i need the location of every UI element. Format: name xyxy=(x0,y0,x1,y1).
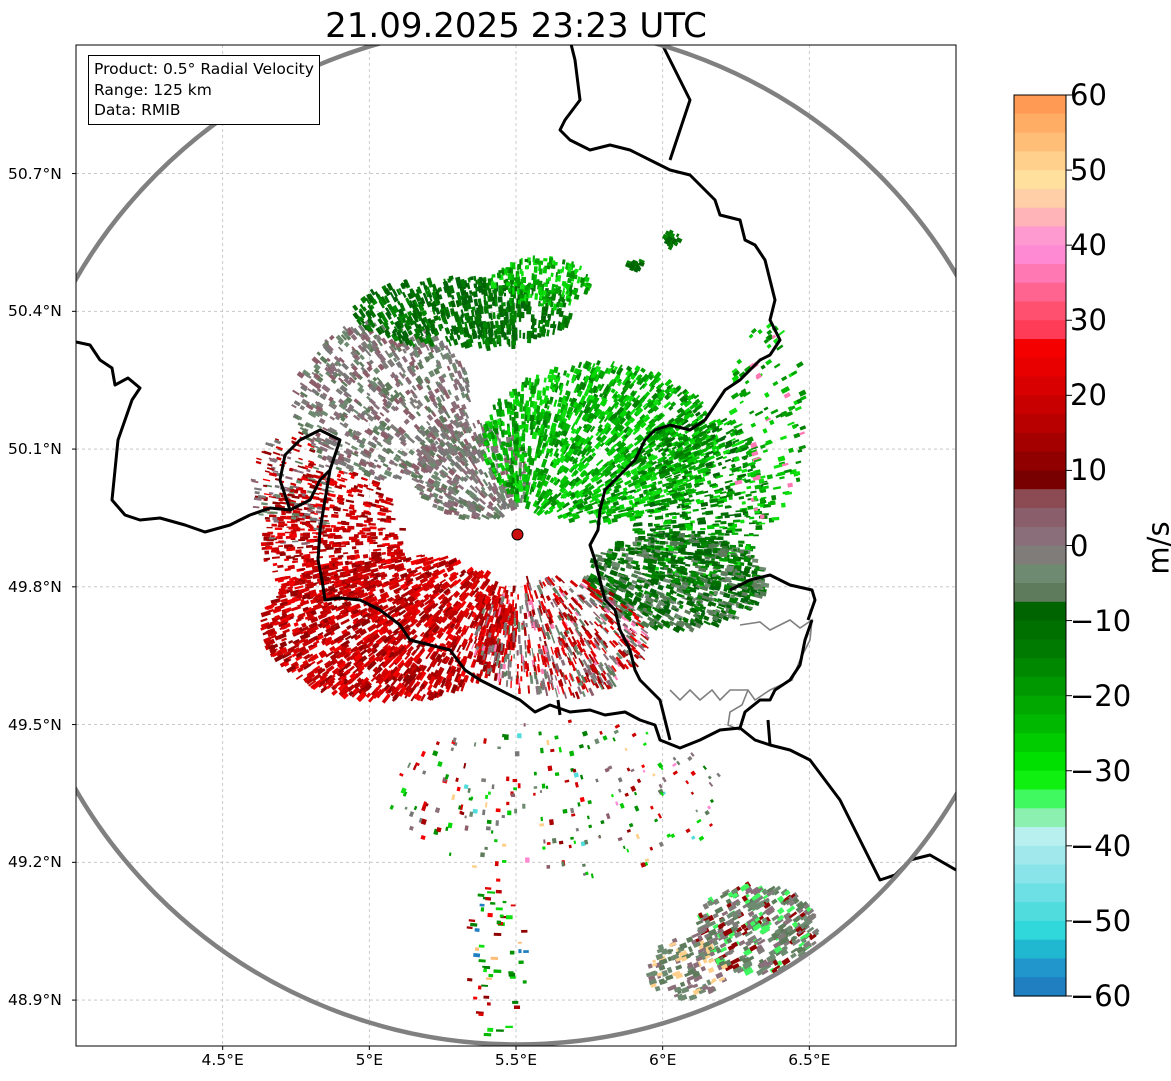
colorbar-tick-label: 0 xyxy=(1070,528,1089,563)
axis-tick-marks xyxy=(72,173,810,1050)
region-border-luxembourg-north xyxy=(669,618,813,702)
colorbar-segment xyxy=(1014,601,1066,622)
colorbar-segment xyxy=(1014,113,1066,134)
colorbar-segment xyxy=(1014,451,1066,472)
velocity-echoes xyxy=(250,229,820,1037)
colorbar-segment xyxy=(1014,751,1066,772)
colorbar-segment xyxy=(1014,263,1066,284)
colorbar-segment xyxy=(1014,151,1066,171)
colorbar-segment xyxy=(1014,526,1066,547)
colorbar-segment xyxy=(1014,939,1066,960)
colorbar-segment xyxy=(1014,188,1066,209)
colorbar-segment xyxy=(1014,376,1066,396)
lon-tick-label: 6°E xyxy=(648,1051,677,1069)
colorbar-segment xyxy=(1014,301,1066,321)
colorbar-segment xyxy=(1014,507,1066,528)
colorbar xyxy=(1013,94,1072,997)
colorbar-segment xyxy=(1014,320,1066,340)
lon-tick-label: 5.5°E xyxy=(494,1051,538,1069)
colorbar-segment xyxy=(1014,357,1066,378)
lat-tick-label: 49.2°N xyxy=(8,853,62,872)
colorbar-tick-label: 60 xyxy=(1070,78,1107,112)
lat-tick-label: 50.4°N xyxy=(8,302,62,321)
lon-tick-label: 4.5°E xyxy=(201,1051,244,1069)
colorbar-segment xyxy=(1014,339,1066,359)
colorbar-segment xyxy=(1014,564,1066,584)
colorbar-tick-label: −20 xyxy=(1070,678,1132,713)
colorbar-segment xyxy=(1014,414,1066,434)
colorbar-segment xyxy=(1014,658,1066,678)
colorbar-tick-label: 40 xyxy=(1070,228,1107,263)
colorbar-segment xyxy=(1014,489,1066,509)
colorbar-segment xyxy=(1014,808,1066,828)
colorbar-tick-label: 10 xyxy=(1070,453,1107,488)
lon-tick-label: 5°E xyxy=(355,1051,384,1069)
colorbar-segment xyxy=(1014,845,1066,866)
colorbar-segment xyxy=(1014,95,1066,115)
colorbar-segment xyxy=(1014,789,1066,809)
info-data-source: Data: RMIB xyxy=(94,101,181,119)
colorbar-tick-label: −40 xyxy=(1070,828,1132,863)
colorbar-segment xyxy=(1014,245,1066,265)
lat-tick-label: 50.7°N xyxy=(8,164,62,183)
lat-tick-label: 49.8°N xyxy=(8,577,62,596)
colorbar-tick-label: 20 xyxy=(1070,378,1107,413)
colorbar-segment xyxy=(1014,132,1066,152)
map-title: 21.09.2025 23:23 UTC xyxy=(325,6,707,46)
colorbar-segment xyxy=(1014,676,1066,697)
colorbar-unit-label: m/s xyxy=(1141,521,1171,575)
colorbar-segment xyxy=(1014,864,1066,884)
info-range: Range: 125 km xyxy=(94,80,212,99)
colorbar-tick-label: −10 xyxy=(1070,603,1132,638)
lon-tick-label: 6.5°E xyxy=(788,1051,831,1069)
colorbar-segment xyxy=(1014,977,1066,997)
colorbar-segment xyxy=(1014,470,1066,490)
colorbar-tick-label: 50 xyxy=(1070,153,1107,188)
country-borders xyxy=(76,45,956,882)
colorbar-segment xyxy=(1014,432,1066,453)
colorbar-segment xyxy=(1014,827,1066,847)
colorbar-segment xyxy=(1014,620,1066,640)
product-info-box: Product: 0.5° Radial Velocity Range: 125… xyxy=(88,55,320,125)
colorbar-segment xyxy=(1014,733,1066,753)
map-gridlines xyxy=(76,45,956,1046)
colorbar-segment xyxy=(1014,920,1066,941)
colorbar-segment xyxy=(1014,583,1066,603)
lat-tick-label: 49.5°N xyxy=(8,715,62,734)
colorbar-segment xyxy=(1014,170,1066,190)
colorbar-segment xyxy=(1014,770,1066,791)
colorbar-segment xyxy=(1014,395,1066,415)
colorbar-segment xyxy=(1014,226,1066,246)
region-border-luxembourg-south xyxy=(727,689,749,731)
colorbar-segment xyxy=(1014,639,1066,659)
range-ring xyxy=(76,45,956,1046)
colorbar-segment xyxy=(1014,695,1066,716)
colorbar-tick-label: −60 xyxy=(1070,979,1132,1013)
colorbar-segment xyxy=(1014,714,1066,734)
radar-site-marker xyxy=(511,528,524,541)
lat-tick-label: 48.9°N xyxy=(8,991,62,1010)
colorbar-segment xyxy=(1014,545,1066,565)
lat-tick-label: 50.1°N xyxy=(8,440,62,459)
colorbar-tick-label: 30 xyxy=(1070,303,1107,338)
colorbar-tick-label: −50 xyxy=(1070,903,1132,938)
info-product: Product: 0.5° Radial Velocity xyxy=(94,60,314,78)
colorbar-segment xyxy=(1014,902,1066,922)
colorbar-segment xyxy=(1014,282,1066,303)
colorbar-segment xyxy=(1014,958,1066,978)
colorbar-segment xyxy=(1014,207,1066,227)
colorbar-segment xyxy=(1014,883,1066,903)
colorbar-tick-label: −30 xyxy=(1070,753,1132,788)
